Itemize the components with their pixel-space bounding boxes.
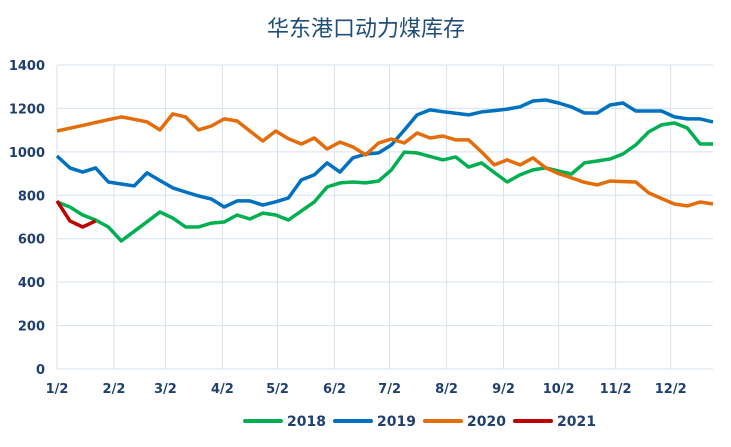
x-axis: 1/2 2/2 3/2 4/2 5/2 6/2 7/2 8/2 9/2 10/2 11/2 12/2 [46, 382, 687, 397]
x-tick-label: 1/2 [46, 382, 69, 397]
legend-label: 2021 [557, 414, 596, 430]
legend-label: 2020 [467, 414, 506, 430]
x-tick-label: 10/2 [543, 382, 575, 397]
series-lines [55, 98, 714, 243]
y-axis: 0 200 400 600 800 1000 1200 1400 [9, 59, 45, 378]
y-tick-label: 200 [18, 320, 45, 335]
y-tick-label: 1000 [9, 146, 45, 161]
x-tick-label: 8/2 [435, 382, 458, 397]
x-tick-label: 9/2 [492, 382, 515, 397]
series-line-2021 [55, 199, 97, 229]
x-tick-label: 11/2 [600, 382, 632, 397]
x-tick-label: 12/2 [655, 382, 687, 397]
legend-label: 2018 [287, 414, 326, 430]
y-tick-label: 0 [36, 363, 45, 378]
y-tick-label: 400 [18, 276, 45, 291]
series-line-2020 [56, 112, 714, 208]
x-tick-label: 6/2 [323, 382, 346, 397]
x-tick-label: 7/2 [378, 382, 401, 397]
x-tick-label: 5/2 [266, 382, 289, 397]
y-tick-label: 1200 [9, 102, 45, 117]
series-line-2018 [56, 121, 713, 243]
x-tick-label: 3/2 [154, 382, 177, 397]
x-tick-label: 4/2 [211, 382, 234, 397]
y-tick-label: 1400 [9, 59, 45, 74]
legend: 2018 2019 2020 2021 [243, 414, 596, 430]
series-line-2019 [55, 98, 714, 209]
chart-title: 华东港口动力煤库存 [267, 17, 465, 42]
y-tick-label: 800 [18, 189, 45, 204]
y-tick-label: 600 [18, 233, 45, 248]
legend-label: 2019 [377, 414, 416, 430]
x-tick-label: 2/2 [103, 382, 126, 397]
